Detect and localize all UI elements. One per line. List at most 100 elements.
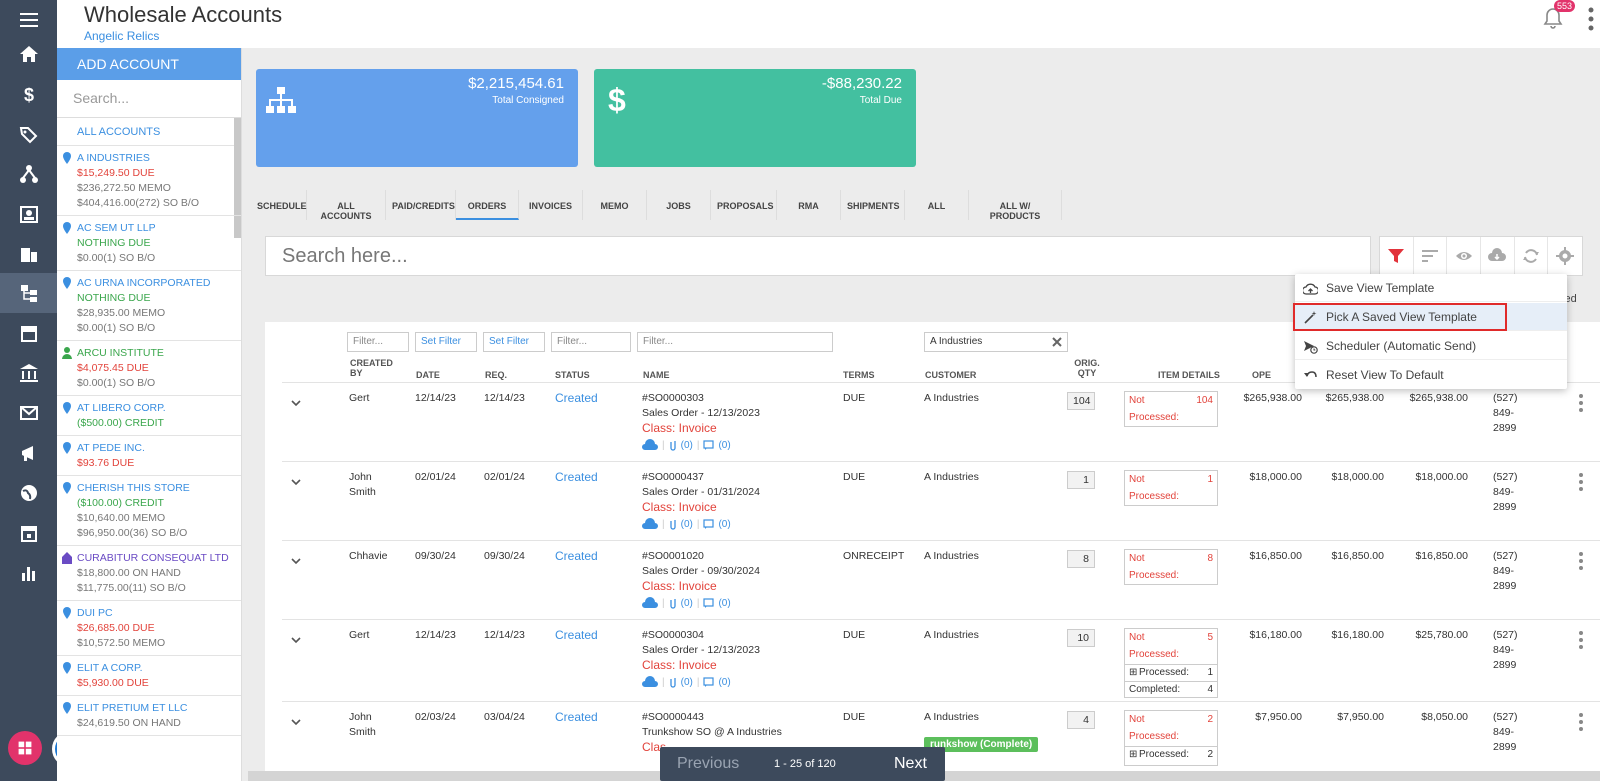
table-row[interactable]: Chhavie 09/30/24 09/30/24 Created #SO000… — [282, 540, 1600, 619]
col-created-by[interactable]: CREATED BY — [350, 358, 393, 378]
next-page-button[interactable]: Next — [894, 755, 927, 772]
col-orig-qty[interactable]: ORIG. QTY — [1074, 358, 1100, 378]
tab-paid-credits[interactable]: PAID/CREDITS — [386, 190, 456, 220]
expand-chevron-icon[interactable] — [290, 397, 302, 409]
filter-customer[interactable]: A Industries — [924, 332, 1068, 352]
eye-icon[interactable] — [1447, 237, 1482, 275]
tab-memo[interactable]: MEMO — [583, 190, 647, 220]
tab-shipments[interactable]: SHIPMENTS — [841, 190, 905, 220]
filter-date[interactable]: Set Filter — [415, 332, 477, 352]
tab-all-with-products[interactable]: ALL W/ PRODUCTS — [969, 190, 1062, 221]
expand-processed-icon[interactable]: ⊞ — [1129, 667, 1138, 678]
row-actions-icon[interactable] — [1578, 551, 1584, 571]
filter-created-by[interactable]: Filter... — [347, 332, 409, 352]
filter-icon[interactable] — [1380, 237, 1414, 275]
hamburger-menu-icon[interactable] — [0, 0, 57, 40]
mail-icon[interactable] — [0, 393, 57, 433]
status-link[interactable]: Created — [555, 549, 598, 563]
col-open[interactable]: OPE — [1252, 370, 1272, 380]
col-name[interactable]: NAME — [643, 370, 670, 380]
account-item[interactable]: AC SEM UT LLP NOTHING DUE $0.00(1) SO B/… — [57, 216, 241, 271]
tab-all[interactable]: ALL — [905, 190, 969, 220]
scheduler-item[interactable]: Scheduler (Automatic Send) — [1295, 332, 1567, 360]
comment-icon[interactable] — [703, 518, 715, 530]
comment-icon[interactable] — [703, 439, 715, 451]
globe-icon[interactable] — [0, 473, 57, 513]
cloud-upload-icon[interactable] — [642, 518, 658, 530]
tab-orders[interactable]: ORDERS — [456, 190, 519, 220]
store-icon[interactable] — [0, 313, 57, 353]
col-status[interactable]: STATUS — [555, 370, 590, 380]
account-item[interactable]: ELIT A CORP. $5,930.00 DUE — [57, 656, 241, 696]
expand-processed-icon[interactable]: ⊞ — [1129, 749, 1138, 760]
comment-icon[interactable] — [703, 597, 715, 609]
account-item[interactable]: CHERISH THIS STORE ($100.00) CREDIT $10,… — [57, 476, 241, 546]
buildings-icon[interactable] — [0, 234, 57, 274]
row-actions-icon[interactable] — [1578, 472, 1584, 492]
expand-chevron-icon[interactable] — [290, 716, 302, 728]
status-link[interactable]: Created — [555, 470, 598, 484]
row-actions-icon[interactable] — [1578, 712, 1584, 732]
expand-chevron-icon[interactable] — [290, 555, 302, 567]
tab-jobs[interactable]: JOBS — [647, 190, 711, 220]
attachment-icon[interactable] — [669, 439, 677, 451]
company-name[interactable]: Angelic Relics — [84, 29, 160, 43]
cloud-upload-icon[interactable] — [642, 439, 658, 451]
attachment-icon[interactable] — [669, 676, 677, 688]
bank-icon[interactable] — [0, 353, 57, 393]
tab-all-accounts[interactable]: ALL ACCOUNTS — [307, 190, 386, 221]
cloud-upload-icon[interactable] — [642, 597, 658, 609]
bar-chart-icon[interactable] — [0, 553, 57, 593]
settings-gear-icon[interactable] — [1548, 237, 1582, 275]
wholesale-accounts-icon[interactable] — [0, 273, 57, 313]
tab-schedule[interactable]: SCHEDULE — [251, 190, 307, 220]
attachment-icon[interactable] — [669, 597, 677, 609]
row-actions-icon[interactable] — [1578, 630, 1584, 650]
status-link[interactable]: Created — [555, 391, 598, 405]
account-item[interactable]: AT PEDE INC. $93.76 DUE — [57, 436, 241, 476]
refresh-icon[interactable] — [1515, 237, 1549, 275]
dollar-icon[interactable]: $ — [0, 74, 57, 114]
apps-grid-icon[interactable] — [8, 731, 42, 765]
home-icon[interactable] — [0, 34, 57, 74]
col-terms[interactable]: TERMS — [843, 370, 875, 380]
table-row[interactable]: John Smith 02/01/24 02/01/24 Created #SO… — [282, 461, 1600, 540]
cloud-upload-icon[interactable] — [642, 676, 658, 688]
tags-icon[interactable] — [0, 114, 57, 154]
previous-page-button[interactable]: Previous — [677, 755, 740, 772]
col-date[interactable]: DATE — [416, 370, 440, 380]
account-item[interactable]: CURABITUR CONSEQUAT LTD $18,800.00 ON HA… — [57, 546, 241, 601]
filter-status[interactable]: Filter... — [551, 332, 631, 352]
tab-rma[interactable]: RMA — [777, 190, 841, 220]
comment-icon[interactable] — [703, 676, 715, 688]
col-item-details[interactable]: ITEM DETAILS — [1158, 370, 1220, 380]
orders-search-input[interactable]: Search here... — [265, 236, 1371, 276]
account-item[interactable]: ELIT PRETIUM ET LLC $24,619.50 ON HAND — [57, 696, 241, 736]
reset-view-item[interactable]: Reset View To Default — [1295, 361, 1567, 389]
account-item[interactable]: ARCU INSTITUTE $4,075.45 DUE $0.00(1) SO… — [57, 341, 241, 396]
more-options-icon[interactable] — [1587, 6, 1595, 32]
status-link[interactable]: Created — [555, 628, 598, 642]
row-actions-icon[interactable] — [1578, 393, 1584, 413]
attachment-icon[interactable] — [669, 518, 677, 530]
tab-invoices[interactable]: INVOICES — [519, 190, 583, 220]
contact-card-icon[interactable] — [0, 194, 57, 234]
account-list-scrollbar[interactable] — [234, 118, 241, 238]
tab-proposals[interactable]: PROPOSALS — [711, 190, 777, 220]
col-req[interactable]: REQ. — [485, 370, 508, 380]
status-link[interactable]: Created — [555, 710, 598, 724]
account-item[interactable]: AC URNA INCORPORATED NOTHING DUE $28,935… — [57, 271, 241, 341]
account-item[interactable]: DUI PC $26,685.00 DUE $10,572.50 MEMO — [57, 601, 241, 656]
filter-name[interactable]: Filter... — [637, 332, 833, 352]
save-view-template-item[interactable]: Save View Template — [1295, 274, 1567, 302]
megaphone-icon[interactable] — [0, 433, 57, 473]
expand-chevron-icon[interactable] — [290, 476, 302, 488]
add-account-button[interactable]: ADD ACCOUNT — [57, 48, 241, 80]
account-item[interactable]: A INDUSTRIES $15,249.50 DUE $236,272.50 … — [57, 146, 241, 216]
all-accounts-link[interactable]: ALL ACCOUNTS — [57, 118, 241, 146]
account-item[interactable]: AT LIBERO CORP. ($500.00) CREDIT — [57, 396, 241, 436]
account-search-input[interactable]: Search... — [57, 80, 241, 118]
table-row[interactable]: Gert 12/14/23 12/14/23 Created #SO000030… — [282, 619, 1600, 701]
cloud-download-icon[interactable] — [1481, 237, 1515, 275]
filter-req[interactable]: Set Filter — [483, 332, 545, 352]
